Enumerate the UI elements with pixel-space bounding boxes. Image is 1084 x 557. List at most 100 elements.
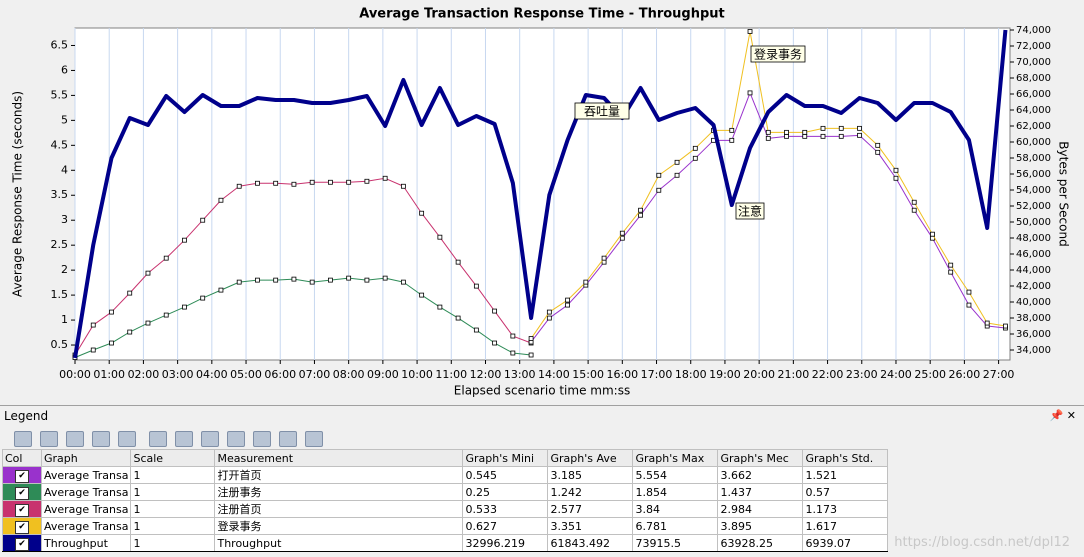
point-marker [255,277,260,283]
x-tick-label: 25:00 [914,368,946,381]
point-marker [638,207,643,213]
toolbar [10,428,327,448]
legend-cell: Average Transa [40,466,132,484]
y-tick-label: 4 [61,163,68,176]
point-marker [328,277,333,283]
x-tick-label: 22:00 [812,368,844,381]
legend-cell: 73915.5 [632,534,719,552]
checkbox[interactable]: ✔ [15,520,29,534]
tool-button[interactable] [40,431,58,447]
y2-tick-label: 64,000 [1016,105,1051,116]
point-marker [857,125,862,131]
x-tick-label: 24:00 [880,368,912,381]
y-tick-label: 0.5 [51,338,69,351]
tool-button[interactable] [66,431,84,447]
x-tick-label: 04:00 [196,368,228,381]
point-marker [1003,323,1008,329]
color-cell: ✔ [2,534,42,552]
point-marker [765,129,771,135]
point-marker [674,172,680,178]
point-marker [565,302,570,308]
legend-cell: 1 [130,483,216,501]
point-marker [966,289,972,295]
point-marker [510,333,516,339]
point-marker [419,292,425,298]
checkbox[interactable]: ✔ [15,537,29,551]
color-cell: ✔ [2,483,42,501]
column-header: Graph's Mec [717,449,804,467]
legend-cell: 0.533 [462,500,549,518]
y-tick-label: 2 [61,263,68,276]
point-marker [838,125,844,131]
checkbox[interactable]: ✔ [15,486,29,500]
point-marker [382,175,388,181]
point-marker [911,207,917,213]
legend-row[interactable]: ✔ Average Transa 1 注册事务 0.25 1.242 1.854 1.437 0… [2,483,889,501]
point-marker [784,129,789,135]
point-marker [674,159,680,165]
point-marker [455,259,461,265]
y-tick-label: 2.5 [51,238,69,251]
legend-row[interactable]: ✔ Average Transa 1 登录事务 0.627 3.351 6.781 3.895… [2,517,889,535]
x-tick-label: 05:00 [230,368,262,381]
legend-cell: 3.895 [717,517,804,535]
point-marker [619,230,625,236]
point-marker [273,180,279,186]
series-line [74,177,532,356]
legend-row[interactable]: ✔ Average Transa 1 注册首页 0.533 2.577 3.84 2.984 1… [2,500,889,518]
legend-cell: 3.351 [547,517,634,535]
x-tick-label: 20:00 [743,368,775,381]
x-tick-label: 19:00 [709,368,741,381]
column-header: Graph [40,449,132,467]
checkbox[interactable]: ✔ [15,469,29,483]
legend-row[interactable]: ✔ Average Transa 1 打开首页 0.545 3.185 5.554 3.662… [2,466,889,484]
y2-tick-label: 40,000 [1016,297,1051,308]
y-tick-label: 3.5 [51,188,69,201]
point-marker [473,327,479,333]
point-marker [382,275,388,281]
annotation-box [750,45,806,63]
y2-tick-label: 74,000 [1016,25,1051,36]
tool-button[interactable] [305,431,324,447]
tool-button[interactable] [253,431,272,447]
annotation-box [574,102,630,120]
tool-button[interactable] [227,431,246,447]
legend-row[interactable]: ✔ Throughput 1 Throughput 32996.219 61843.492… [2,534,889,552]
column-header: Measurement [214,449,464,467]
point-marker [747,29,753,34]
legend-cell: 1.854 [632,483,719,501]
point-marker [875,149,881,155]
x-tick-label: 27:00 [983,368,1015,381]
y-tick-label: 4.5 [51,138,69,151]
y-axis-title: Average Response Time (seconds) [11,91,25,297]
column-header: Graph's Mini [462,449,549,467]
point-marker [309,279,315,285]
y2-tick-label: 68,000 [1016,73,1051,84]
tool-button[interactable] [149,431,168,447]
tool-button[interactable] [92,431,110,447]
point-marker [364,178,370,184]
tool-button[interactable] [118,431,136,447]
checkbox[interactable]: ✔ [15,503,29,517]
y2-tick-label: 48,000 [1016,233,1051,244]
x-tick-label: 26:00 [949,368,981,381]
point-marker [820,133,826,139]
point-marker [565,297,570,303]
tool-button[interactable] [201,431,220,447]
tool-button[interactable] [14,431,32,447]
legend-cell: 打开首页 [214,466,464,484]
pin-close[interactable]: 📌 ✕ [1049,409,1076,422]
y2-tick-label: 70,000 [1016,57,1051,68]
legend-cell: Throughput [40,534,132,552]
point-marker [492,340,498,346]
x-tick-label: 01:00 [93,368,125,381]
y-tick-label: 3 [61,213,68,226]
point-marker [802,129,808,135]
tool-button[interactable] [175,431,194,447]
legend-cell: 5.554 [632,466,719,484]
x-tick-label: 21:00 [778,368,810,381]
chart: Average Transaction Response Time - Thro… [11,7,1071,398]
point-marker [948,269,954,275]
tool-button[interactable] [279,431,298,447]
x-tick-label: 08:00 [333,368,365,381]
